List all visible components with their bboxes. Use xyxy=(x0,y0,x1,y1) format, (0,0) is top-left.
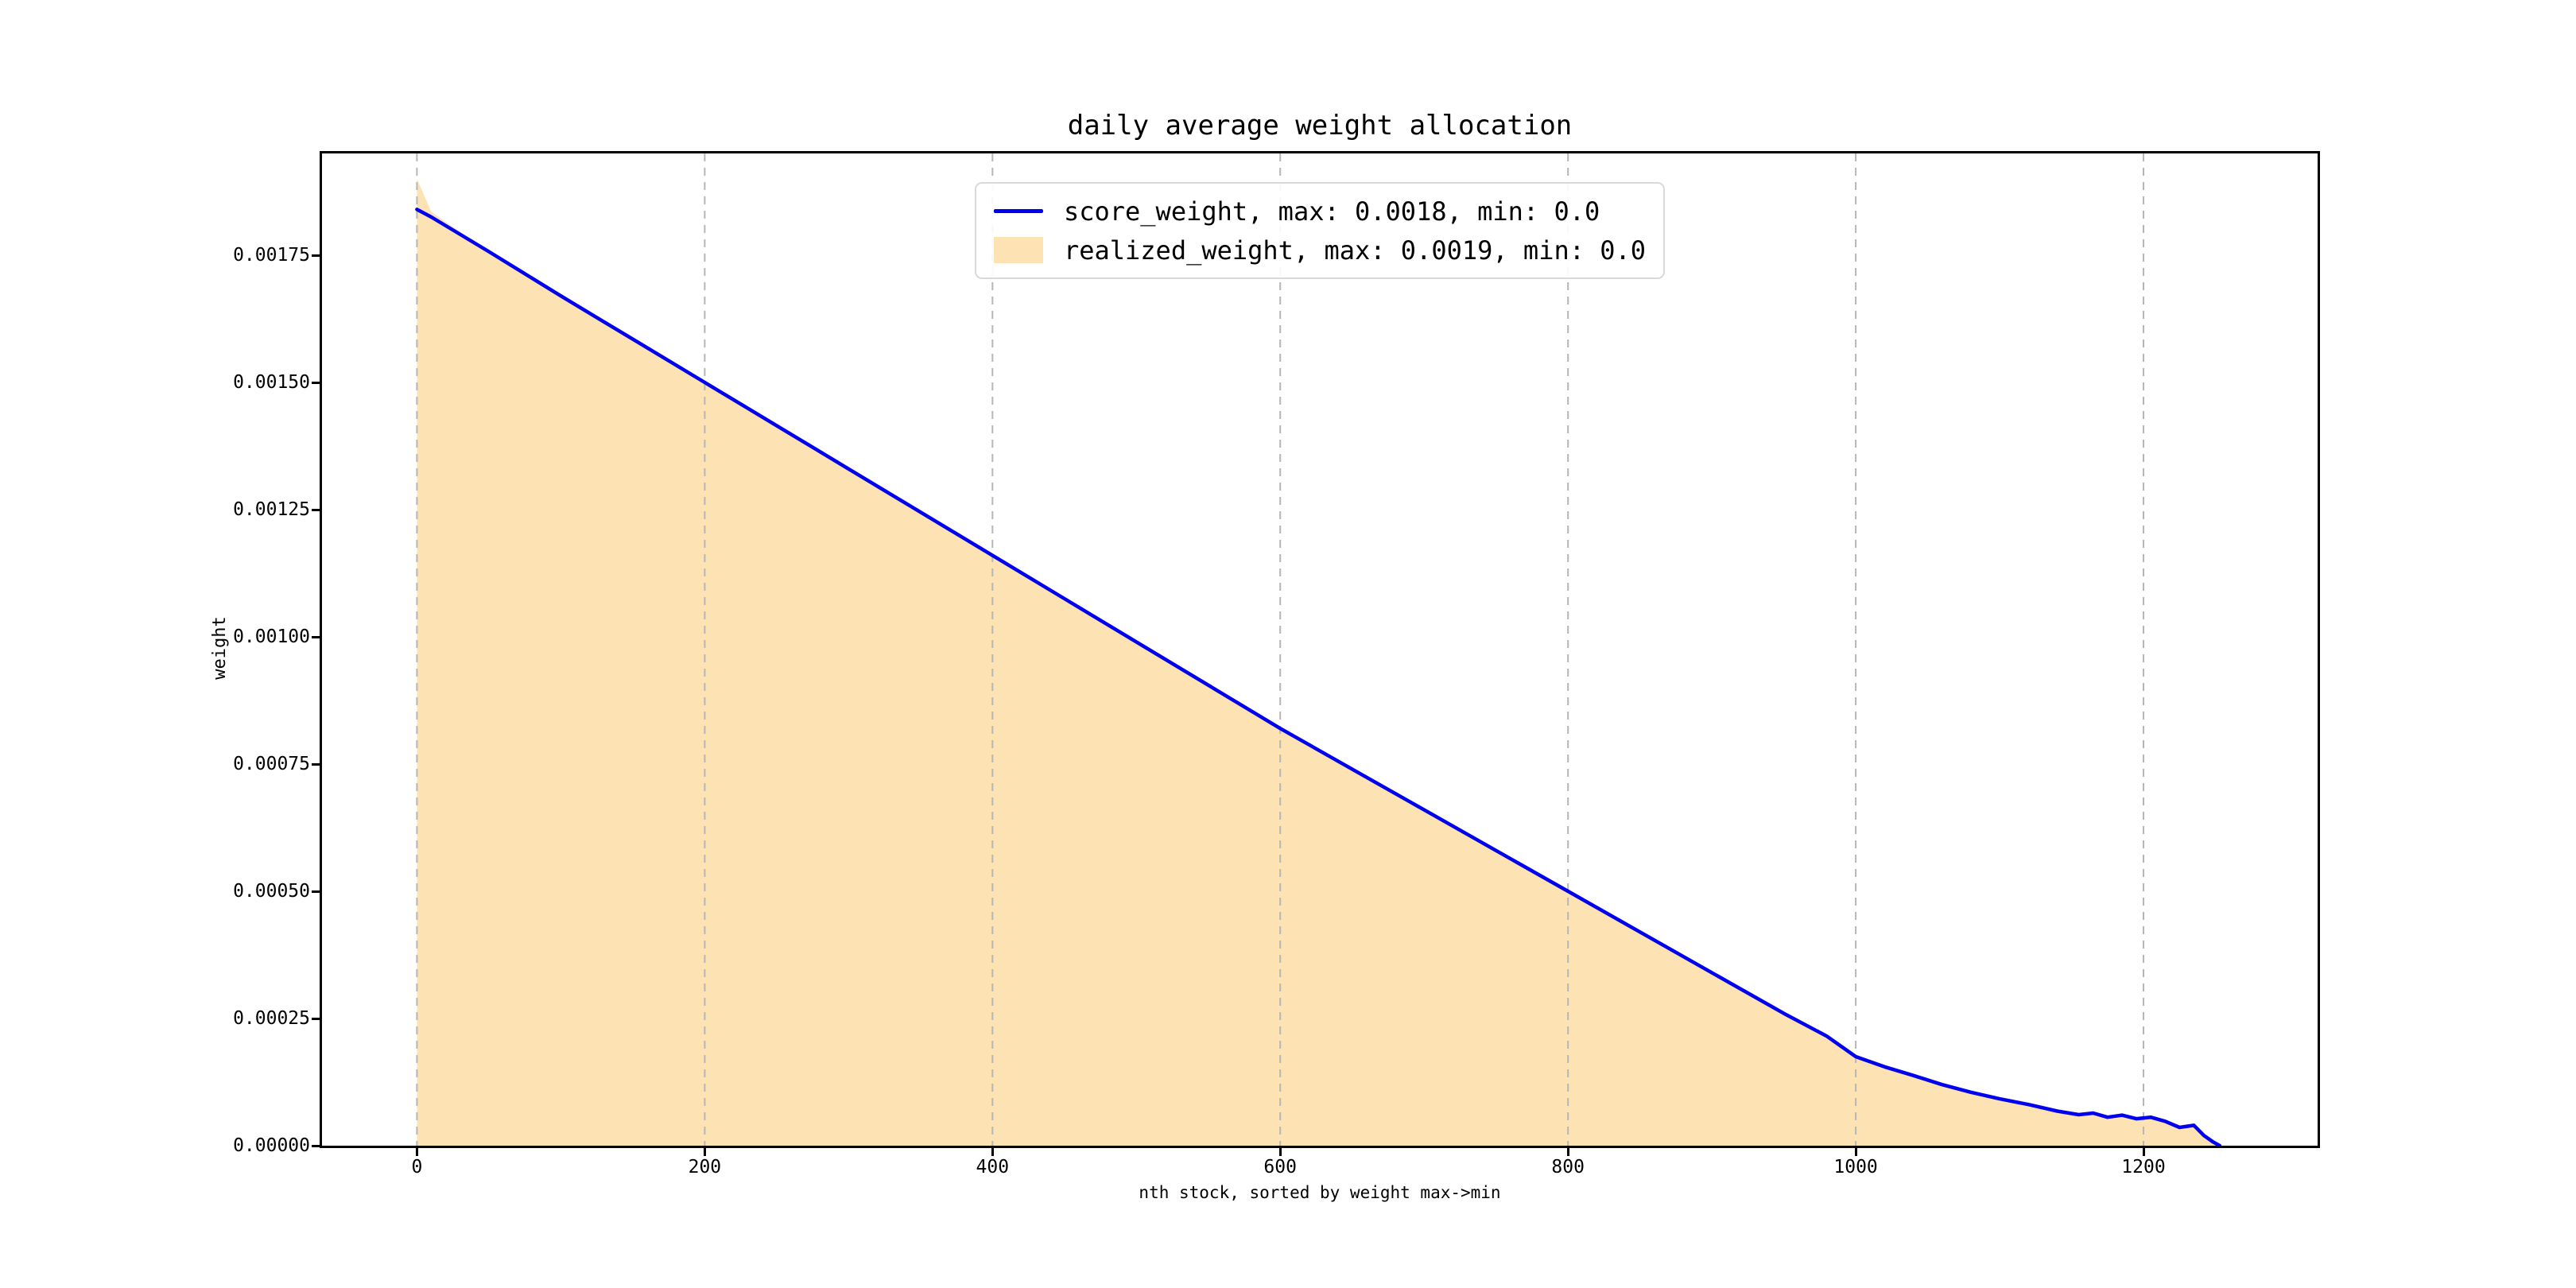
legend-label: realized_weight, max: 0.0019, min: 0.0 xyxy=(1063,235,1647,266)
x-axis-tick-label-200: 200 xyxy=(688,1157,722,1177)
y-axis-tick-label-2: 0.00050 xyxy=(233,881,310,902)
x-axis-tick-800 xyxy=(1566,1148,1569,1156)
x-axis-label: nth stock, sorted by weight max->min xyxy=(1139,1183,1501,1202)
y-axis-tick-3 xyxy=(312,762,320,766)
score-weight-line xyxy=(415,208,2222,1146)
y-axis-tick-5 xyxy=(312,508,320,511)
y-axis-tick-7 xyxy=(312,254,320,257)
x-axis-tick-label-600: 600 xyxy=(1263,1157,1297,1177)
x-axis-tick-label-800: 800 xyxy=(1551,1157,1585,1177)
y-axis-tick-label-6: 0.00150 xyxy=(233,372,310,393)
y-axis-tick-label-0: 0.00000 xyxy=(233,1135,310,1156)
y-axis-tick-4 xyxy=(312,635,320,638)
y-axis-tick-0 xyxy=(312,1144,320,1147)
legend-row-realized-weight: realized_weight, max: 0.0019, min: 0.0 xyxy=(993,231,1647,270)
x-axis-tick-label-400: 400 xyxy=(976,1157,1010,1177)
realized-weight-area xyxy=(417,179,2220,1146)
legend-line-swatch xyxy=(993,209,1043,213)
y-axis-tick-1 xyxy=(312,1017,320,1020)
legend-patch-swatch xyxy=(993,237,1043,263)
plot-canvas xyxy=(415,153,2222,1146)
x-axis-tick-1000 xyxy=(1854,1148,1857,1156)
x-axis-tick-400 xyxy=(991,1148,994,1156)
x-axis-tick-600 xyxy=(1278,1148,1282,1156)
legend-row-score-weight: score_weight, max: 0.0018, min: 0.0 xyxy=(993,192,1646,231)
legend-label: score_weight, max: 0.0018, min: 0.0 xyxy=(1063,196,1600,227)
x-axis-tick-200 xyxy=(703,1148,706,1156)
chart-title: daily average weight allocation xyxy=(1067,110,1573,142)
x-axis-tick-1200 xyxy=(2142,1148,2145,1156)
x-axis-tick-label-0: 0 xyxy=(411,1157,423,1177)
y-axis-tick-6 xyxy=(312,381,320,384)
x-axis-tick-label-1000: 1000 xyxy=(1833,1157,1878,1177)
plot-area: score_weight, max: 0.0018, min: 0.0 real… xyxy=(320,151,2320,1148)
y-axis-tick-label-7: 0.00175 xyxy=(233,245,310,266)
y-axis-tick-label-1: 0.00025 xyxy=(233,1008,310,1029)
y-axis-tick-label-5: 0.00125 xyxy=(233,499,310,520)
y-axis-tick-label-3: 0.00075 xyxy=(233,754,310,774)
y-axis-tick-2 xyxy=(312,890,320,893)
x-axis-tick-0 xyxy=(415,1148,418,1156)
x-axis-tick-label-1200: 1200 xyxy=(2121,1157,2166,1177)
legend: score_weight, max: 0.0018, min: 0.0 real… xyxy=(974,182,1666,279)
y-axis-tick-label-4: 0.00100 xyxy=(233,627,310,647)
